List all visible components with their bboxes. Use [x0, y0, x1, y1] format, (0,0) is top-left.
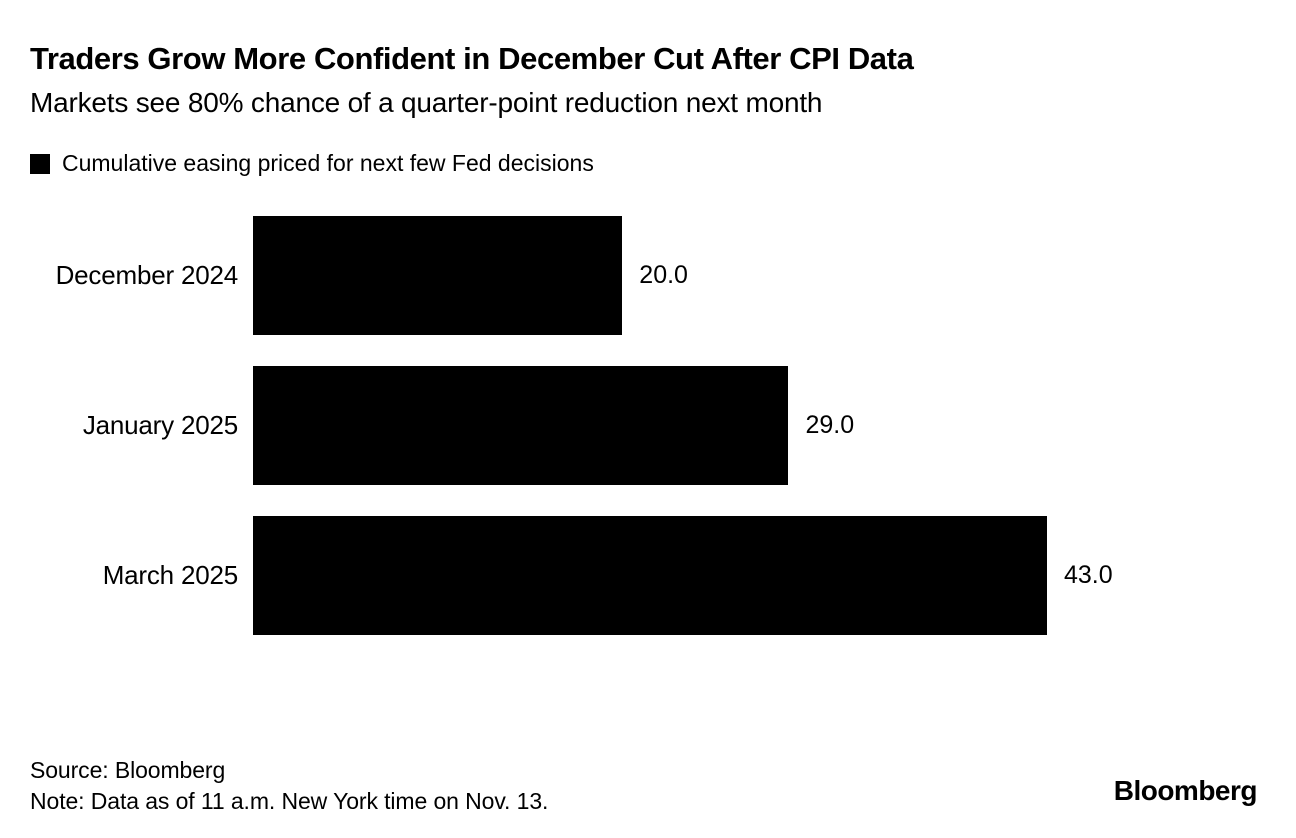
legend-label: Cumulative easing priced for next few Fe… — [62, 150, 594, 176]
bar-row: March 2025 43.0 — [0, 516, 1296, 635]
value-label: 29.0 — [805, 411, 855, 439]
legend: Cumulative easing priced for next few Fe… — [30, 150, 594, 177]
category-label-january-2025: January 2025 — [82, 410, 238, 440]
bar-march-2025 — [253, 516, 1047, 635]
footer: Source: Bloomberg Note: Data as of 11 a.… — [30, 755, 548, 817]
bar-january-2025 — [253, 366, 789, 485]
category-label-december-2024: December 2024 — [55, 260, 239, 290]
bloomberg-logo: Bloomberg — [1113, 775, 1258, 806]
value-label: 43.0 — [1064, 561, 1113, 589]
chart-subtitle: Markets see 80% chance of a quarter-poin… — [30, 87, 823, 118]
legend-swatch-icon — [30, 153, 50, 174]
chart-title: Traders Grow More Confident in December … — [30, 41, 914, 76]
value-label: 20.0 — [639, 261, 688, 289]
note-text: Note: Data as of 11 a.m. New York time o… — [30, 788, 549, 814]
bar-row: December 2024 20.0 — [0, 216, 1296, 335]
category-label-march-2025: March 2025 — [102, 560, 239, 590]
bar-row: January 2025 29.0 — [0, 366, 1296, 485]
bar-december-2024 — [253, 216, 623, 335]
source-text: Source: Bloomberg — [30, 757, 226, 783]
